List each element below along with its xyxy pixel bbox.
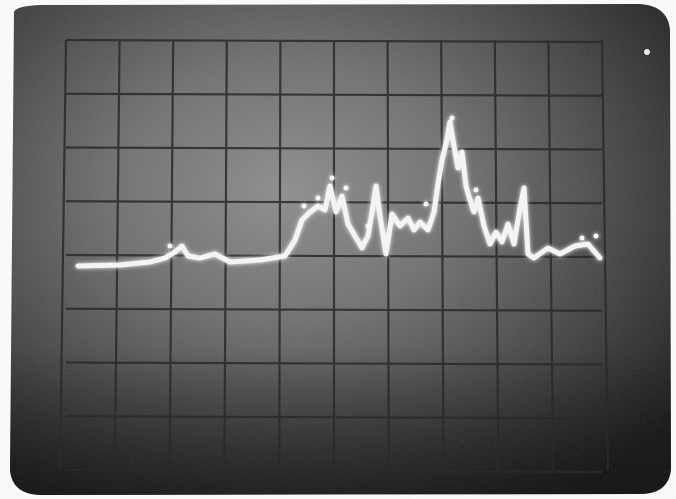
trace-speck (473, 187, 479, 193)
trace-speck (449, 115, 455, 121)
graticule-vline (547, 39, 555, 471)
trace-speck (167, 243, 173, 249)
graticule-vline (600, 39, 610, 471)
trace-speck (579, 235, 585, 241)
trace-speck (365, 223, 371, 229)
graticule-hline (65, 307, 603, 312)
spectrum-trace (75, 115, 603, 269)
trace-speck (329, 175, 335, 181)
trace-speck (423, 201, 429, 207)
graticule-hline (65, 38, 603, 44)
graticule-hline (65, 253, 603, 259)
trace-speck (301, 203, 307, 209)
graticule-hline (65, 92, 603, 97)
trace-speck (343, 185, 349, 191)
graticule-hline (65, 468, 603, 474)
graticule-hline (65, 146, 603, 151)
graticule-hline (65, 415, 603, 420)
graticule-vline (58, 39, 68, 471)
reflection-spot (644, 49, 650, 55)
graticule-vline (493, 39, 500, 471)
trace-speck (593, 233, 599, 239)
graticule-vline (440, 39, 445, 471)
trace-speck (315, 195, 321, 201)
graticule-hline (65, 361, 603, 366)
